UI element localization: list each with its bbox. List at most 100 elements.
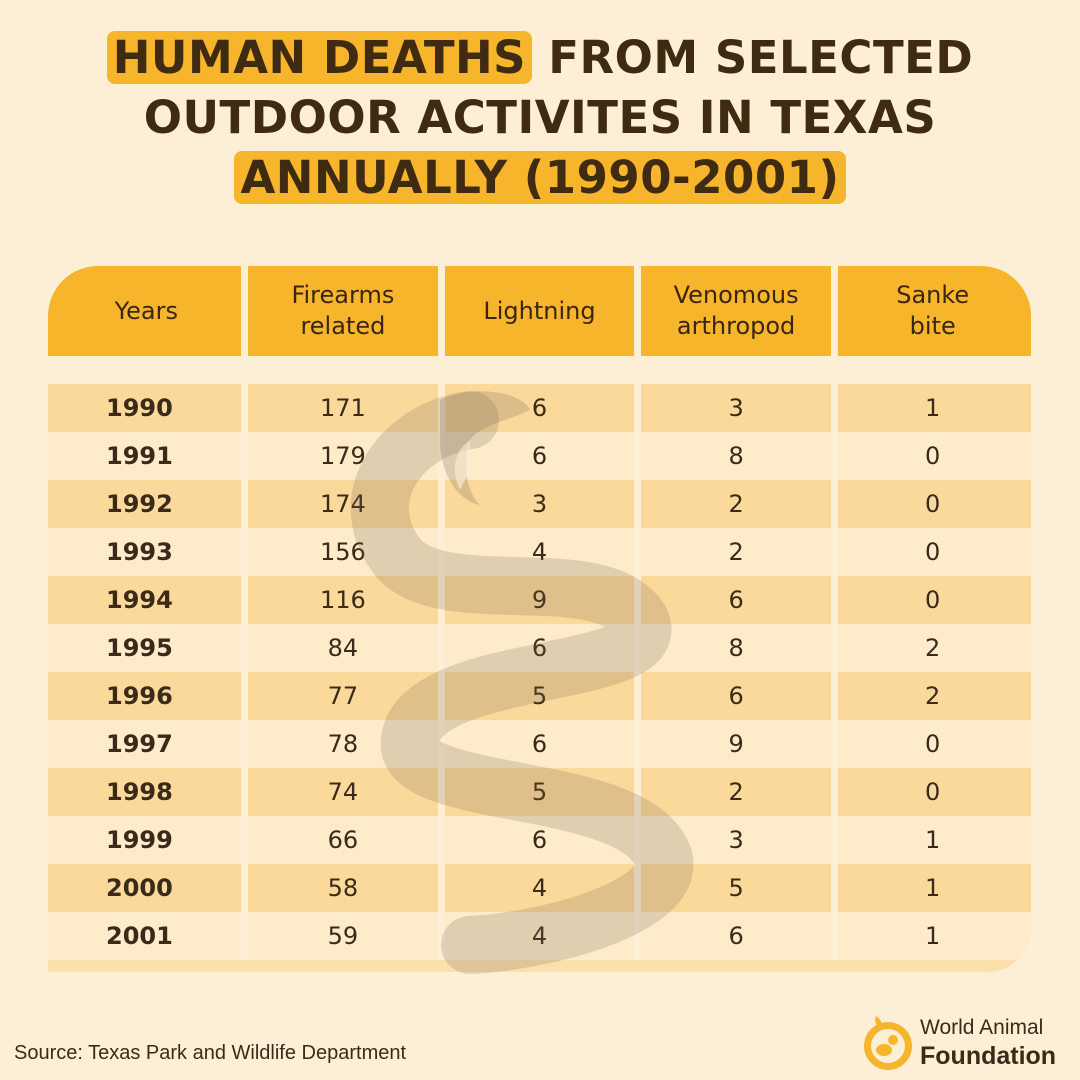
table-cell-value: 2 [728,538,744,566]
column-divider [437,266,445,356]
table-cell-value: 1 [925,874,941,902]
title-line-1: HUMAN DEATHS FROM SELECTED [0,28,1080,88]
title-line-1-rest: FROM SELECTED [532,31,974,84]
table-cell-value: 116 [319,586,366,614]
table-cell-value: 0 [925,586,941,614]
table-cell-value: 0 [925,730,941,758]
table-cell-value: 3 [728,826,744,854]
table-row [48,528,1031,576]
title-highlight-3: ANNUALLY (1990-2001) [234,151,846,204]
column-header: Venomous arthropod [673,281,799,340]
table-body [48,384,1031,972]
table-cell-value: 6 [728,586,744,614]
table-cell-value: 179 [319,442,366,470]
table-row [48,624,1031,672]
world-animal-foundation-logo: World Animal Foundation [862,1010,1072,1072]
table-cell-value: 9 [728,730,744,758]
table-cell-year: 1995 [106,634,173,662]
table-cell-value: 58 [327,874,359,902]
table-cell-value: 2 [728,490,744,518]
title-line-3: ANNUALLY (1990-2001) [0,148,1080,208]
table-cell-value: 1 [925,394,941,422]
table-cell-value: 6 [531,826,548,854]
table-cell-year: 1992 [106,490,173,518]
table-cell-value: 8 [728,442,744,470]
table-cell-value: 0 [925,490,941,518]
table-row [48,480,1031,528]
table-cell-value: 2 [728,778,744,806]
column-divider [241,266,249,356]
table-cell-year: 1998 [106,778,173,806]
table-cell-year: 1990 [106,394,173,422]
table-cell-value: 3 [728,394,744,422]
table-cell-value: 6 [531,730,548,758]
table-cell-value: 1 [925,826,941,854]
table-cell-value: 0 [925,778,941,806]
column-header: Years [114,296,178,325]
table-cell-value: 6 [531,394,548,422]
column-header: Sanke bite [896,281,970,340]
title-highlight-1: HUMAN DEATHS [106,31,533,84]
column-divider [634,266,642,356]
table-cell-value: 9 [531,586,548,614]
logo-line-2: Foundation [920,1042,1057,1070]
animal-foundation-logo-icon [864,1016,912,1070]
table-cell-value: 84 [327,634,359,662]
column-divider [241,384,249,960]
page-title: HUMAN DEATHS FROM SELECTED OUTDOOR ACTIV… [0,28,1080,208]
table-cell-value: 171 [319,394,366,422]
table-cell-value: 5 [728,874,744,902]
source-note: Source: Texas Park and Wildlife Departme… [14,1042,407,1064]
table-cell-year: 1994 [106,586,173,614]
table-cell-value: 6 [531,634,548,662]
table-cell-value: 2 [925,634,941,662]
table-cell-value: 77 [327,682,359,710]
table-row [48,864,1031,912]
table-cell-year: 2001 [106,922,173,950]
table-cell-value: 6 [728,922,744,950]
table-cell-value: 4 [531,922,548,950]
table-cell-value: 8 [728,634,744,662]
table-cell-year: 2000 [106,874,173,902]
column-divider [437,384,445,960]
table-cell-year: 1991 [106,442,173,470]
table-cell-value: 66 [327,826,359,854]
table-row [48,720,1031,768]
table-cell-value: 1 [925,922,941,950]
table-cell-value: 0 [925,538,941,566]
table-cell-year: 1996 [106,682,173,710]
table-cell-value: 78 [327,730,359,758]
table-cell-value: 5 [531,778,548,806]
table-row [48,432,1031,480]
table-row [48,816,1031,864]
table-row [48,576,1031,624]
table-cell-value: 3 [531,490,548,518]
column-divider [634,384,642,960]
table-cell-year: 1999 [106,826,173,854]
column-divider [830,384,838,960]
table-cell-value: 5 [531,682,548,710]
column-header: Firearms related [291,281,395,340]
table-cell-value: 4 [531,874,548,902]
logo-line-1: World Animal [920,1016,1044,1039]
table-row [48,672,1031,720]
table-cell-value: 156 [319,538,366,566]
table-cell-year: 1993 [106,538,173,566]
table-row [48,768,1031,816]
table-cell-value: 74 [327,778,359,806]
table-row [48,384,1031,432]
column-divider [830,266,838,356]
table-cell-value: 6 [728,682,744,710]
table-cell-value: 0 [925,442,941,470]
table-cell-value: 59 [327,922,359,950]
data-table: Years Firearms related Lightning Venomous art… [48,266,1031,972]
table-cell-value: 2 [925,682,941,710]
table-row [48,912,1031,960]
table-cell-value: 174 [319,490,366,518]
table-header-background [48,266,1031,356]
table-cell-value: 6 [531,442,548,470]
table-cell-year: 1997 [106,730,173,758]
title-line-2: OUTDOOR ACTIVITES IN TEXAS [143,91,937,144]
table-cell-value: 4 [531,538,548,566]
column-header: Lightning [483,296,596,325]
